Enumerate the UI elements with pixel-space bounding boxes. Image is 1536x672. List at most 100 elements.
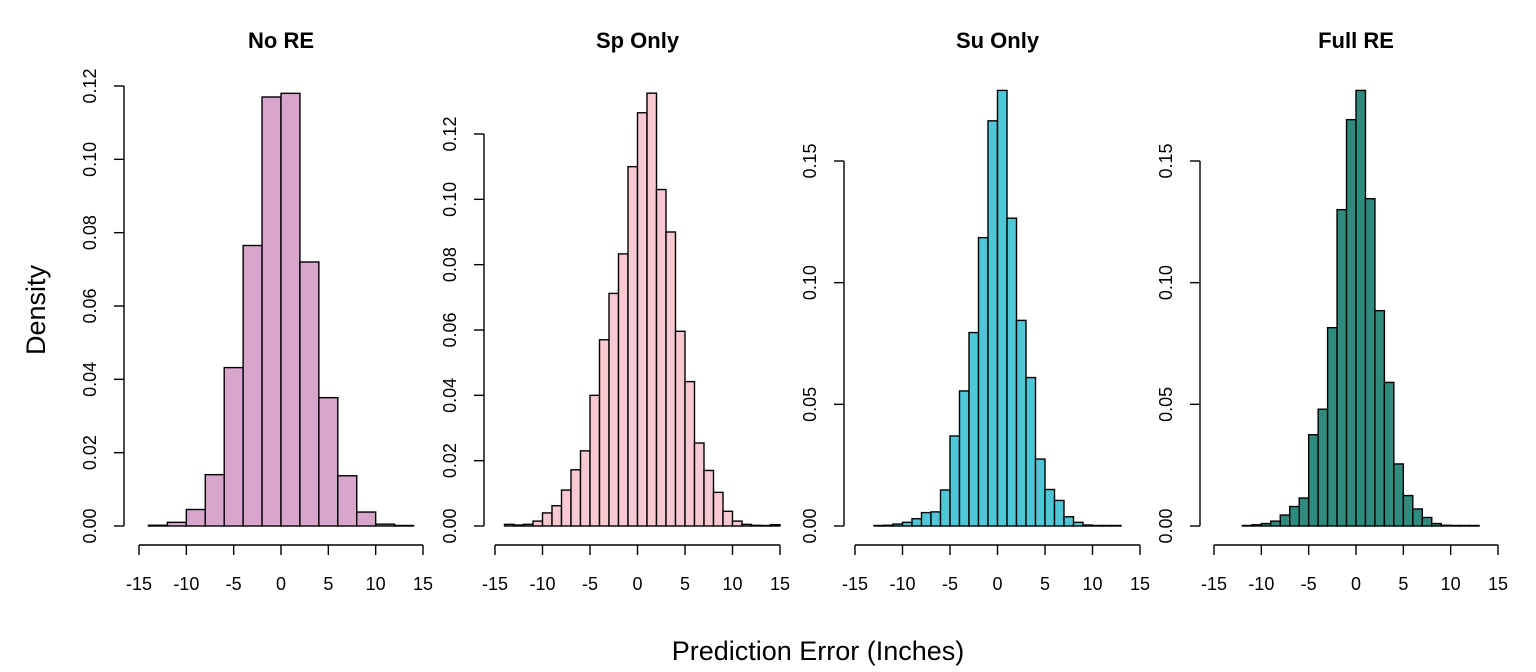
- x-tick-label: 15: [1488, 574, 1508, 594]
- histogram-bar: [579, 450, 591, 527]
- y-tick-label: 0.08: [440, 247, 460, 282]
- x-tick-label: -5: [942, 574, 958, 594]
- histogram-bar: [731, 520, 743, 527]
- histogram-bar: [185, 508, 206, 527]
- histogram-bar: [760, 524, 772, 527]
- histogram-bar: [911, 518, 923, 527]
- x-tick-label: 10: [1082, 574, 1102, 594]
- histogram-bar: [873, 524, 885, 527]
- histogram-panels: No RE 0.00 0.02 0.04 0.06 0.08 0.10 0.12 -15 -10 -…: [80, 28, 1508, 594]
- histogram-bar: [374, 523, 396, 527]
- histogram-bar: [337, 475, 358, 527]
- histogram-bar: [1289, 505, 1300, 527]
- histogram-bar: [1383, 381, 1395, 527]
- y-tick-label: 0.02: [440, 443, 460, 478]
- histogram-bar: [1082, 524, 1094, 527]
- histogram-bar: [1440, 524, 1452, 527]
- x-tick-label: 5: [1398, 574, 1408, 594]
- histogram-bar: [722, 510, 734, 527]
- histogram-bar: [1449, 524, 1461, 527]
- x-tick-label: 5: [323, 574, 333, 594]
- x-tick-label: -15: [1201, 574, 1227, 594]
- x-tick-label: -5: [1301, 574, 1317, 594]
- histogram-bar: [280, 92, 301, 527]
- x-tick-label: -5: [582, 574, 598, 594]
- figure-x-axis-title: Prediction Error (Inches): [672, 636, 965, 666]
- y-tick-label: 0.00: [440, 508, 460, 543]
- x-tick-label: 5: [680, 574, 690, 594]
- histogram-bar: [996, 89, 1008, 527]
- histogram-bar: [939, 489, 951, 527]
- histogram-bar: [204, 473, 225, 527]
- histogram-bar: [166, 521, 188, 527]
- histogram-bar: [1459, 524, 1471, 527]
- histogram-bar: [646, 92, 658, 527]
- histogram-bar: [684, 380, 696, 527]
- histogram-bar: [1110, 524, 1122, 527]
- histogram-bar: [882, 524, 894, 527]
- histogram-bar: [750, 524, 762, 527]
- histogram-bar: [703, 469, 715, 527]
- x-tick-label: 15: [770, 574, 790, 594]
- y-tick-label: 0.04: [80, 362, 100, 397]
- x-tick-label: 5: [1040, 574, 1050, 594]
- y-tick-label: 0.00: [1156, 508, 1176, 543]
- histogram-bar: [1279, 514, 1291, 527]
- y-tick-label: 0.06: [440, 312, 460, 347]
- histogram-bar: [636, 112, 648, 527]
- histogram-bar: [674, 330, 686, 527]
- histogram-bar: [1006, 217, 1018, 527]
- histogram-bar: [1063, 516, 1075, 527]
- histogram-bar: [356, 511, 377, 527]
- y-tick-label: 0.02: [80, 435, 100, 470]
- y-tick-label: 0.15: [1156, 143, 1176, 178]
- histogram-bar: [503, 523, 515, 527]
- histogram-bar: [1468, 524, 1480, 527]
- histogram-bar: [1393, 463, 1405, 527]
- histogram-bar: [261, 96, 282, 527]
- y-tick-label: 0.00: [800, 508, 820, 543]
- panel-title: No RE: [248, 28, 314, 53]
- y-tick-label: 0.04: [440, 378, 460, 413]
- panel-full-re: Full RE 0.00 0.05 0.10 0.15 -15 -10 -5 0 5 10 15: [1156, 28, 1508, 594]
- histogram-bar: [1345, 118, 1357, 527]
- histogram-bar: [532, 520, 544, 527]
- histogram-bar: [949, 435, 961, 527]
- histogram-bar: [693, 442, 705, 527]
- histogram-bar: [589, 394, 601, 527]
- histogram-bar: [665, 231, 677, 527]
- histogram-bar: [1053, 499, 1065, 527]
- y-tick-label: 0.05: [1156, 387, 1176, 422]
- histogram-bar: [617, 253, 629, 527]
- histogram-bar: [393, 524, 415, 527]
- histogram-bar: [1412, 508, 1423, 527]
- histogram-bar: [522, 523, 534, 527]
- y-tick-label: 0.06: [80, 288, 100, 323]
- y-tick-label: 0.15: [800, 143, 820, 178]
- figure-y-axis-title: Density: [21, 264, 51, 355]
- y-tick-label: 0.12: [440, 116, 460, 151]
- x-tick-label: 0: [992, 574, 1002, 594]
- x-tick-label: -5: [226, 574, 242, 594]
- y-tick-label: 0.08: [80, 215, 100, 250]
- y-tick-label: 0.10: [800, 265, 820, 300]
- histogram-bar: [1298, 497, 1310, 527]
- x-tick-label: 10: [722, 574, 742, 594]
- histogram-bar: [901, 521, 913, 527]
- histogram-bar: [920, 511, 932, 527]
- y-tick-label: 0.10: [1156, 265, 1176, 300]
- histogram-bar: [1044, 488, 1056, 527]
- histogram-bar: [318, 396, 339, 527]
- histogram-bar: [541, 512, 553, 527]
- histogram-bar: [741, 523, 753, 527]
- histogram-bar: [513, 524, 525, 527]
- x-tick-label: -15: [842, 574, 868, 594]
- histogram-bar: [1431, 522, 1442, 527]
- histogram-bar: [223, 366, 244, 527]
- x-tick-label: 15: [1130, 574, 1150, 594]
- panel-title: Su Only: [956, 28, 1040, 53]
- x-tick-label: 10: [1441, 574, 1461, 594]
- histogram-bar: [560, 489, 572, 527]
- histogram-bar: [570, 469, 582, 527]
